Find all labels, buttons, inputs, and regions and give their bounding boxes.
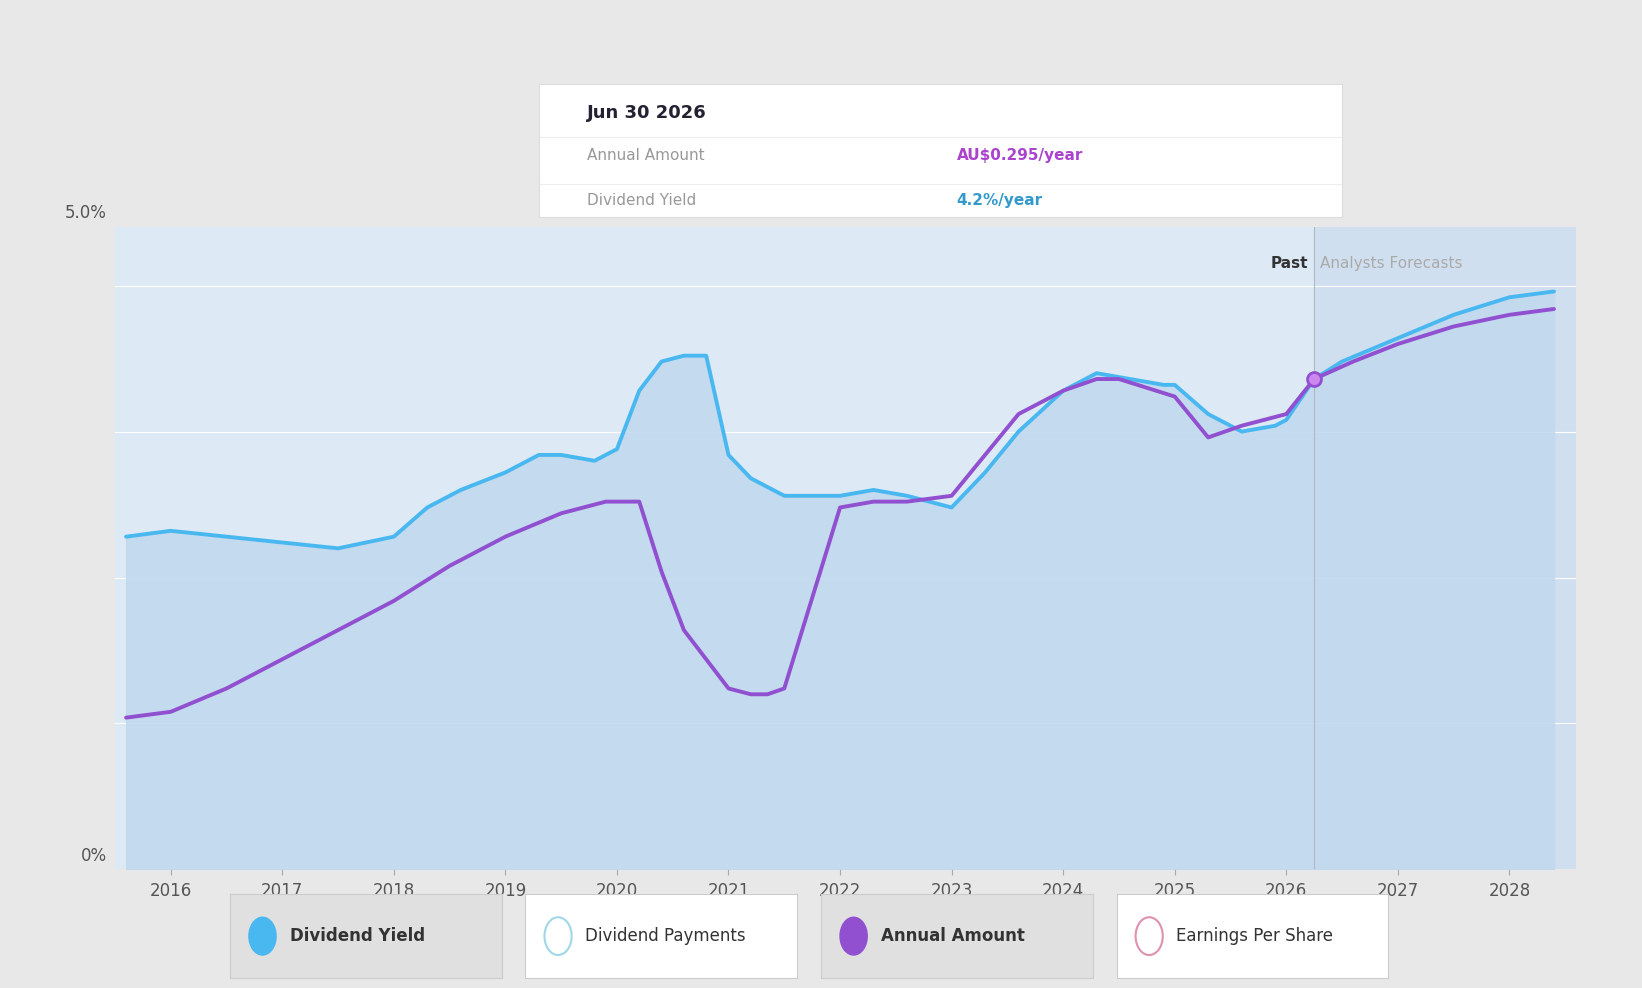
Text: Analysts Forecasts: Analysts Forecasts <box>1320 256 1463 271</box>
Text: Dividend Payments: Dividend Payments <box>585 927 745 946</box>
Text: 4.2%/year: 4.2%/year <box>957 194 1043 208</box>
Text: Dividend Yield: Dividend Yield <box>289 927 425 946</box>
Text: 5.0%: 5.0% <box>64 205 107 222</box>
Ellipse shape <box>841 917 867 955</box>
Text: Annual Amount: Annual Amount <box>588 148 704 163</box>
Text: Dividend Yield: Dividend Yield <box>588 194 696 208</box>
Text: AU$0.295/year: AU$0.295/year <box>957 148 1082 163</box>
Text: 0%: 0% <box>80 847 107 864</box>
Ellipse shape <box>250 917 276 955</box>
Bar <box>1314 227 1576 869</box>
Text: Jun 30 2026: Jun 30 2026 <box>588 104 706 122</box>
Text: Earnings Per Share: Earnings Per Share <box>1176 927 1333 946</box>
Text: Annual Amount: Annual Amount <box>880 927 1025 946</box>
Text: Past: Past <box>1271 256 1309 271</box>
